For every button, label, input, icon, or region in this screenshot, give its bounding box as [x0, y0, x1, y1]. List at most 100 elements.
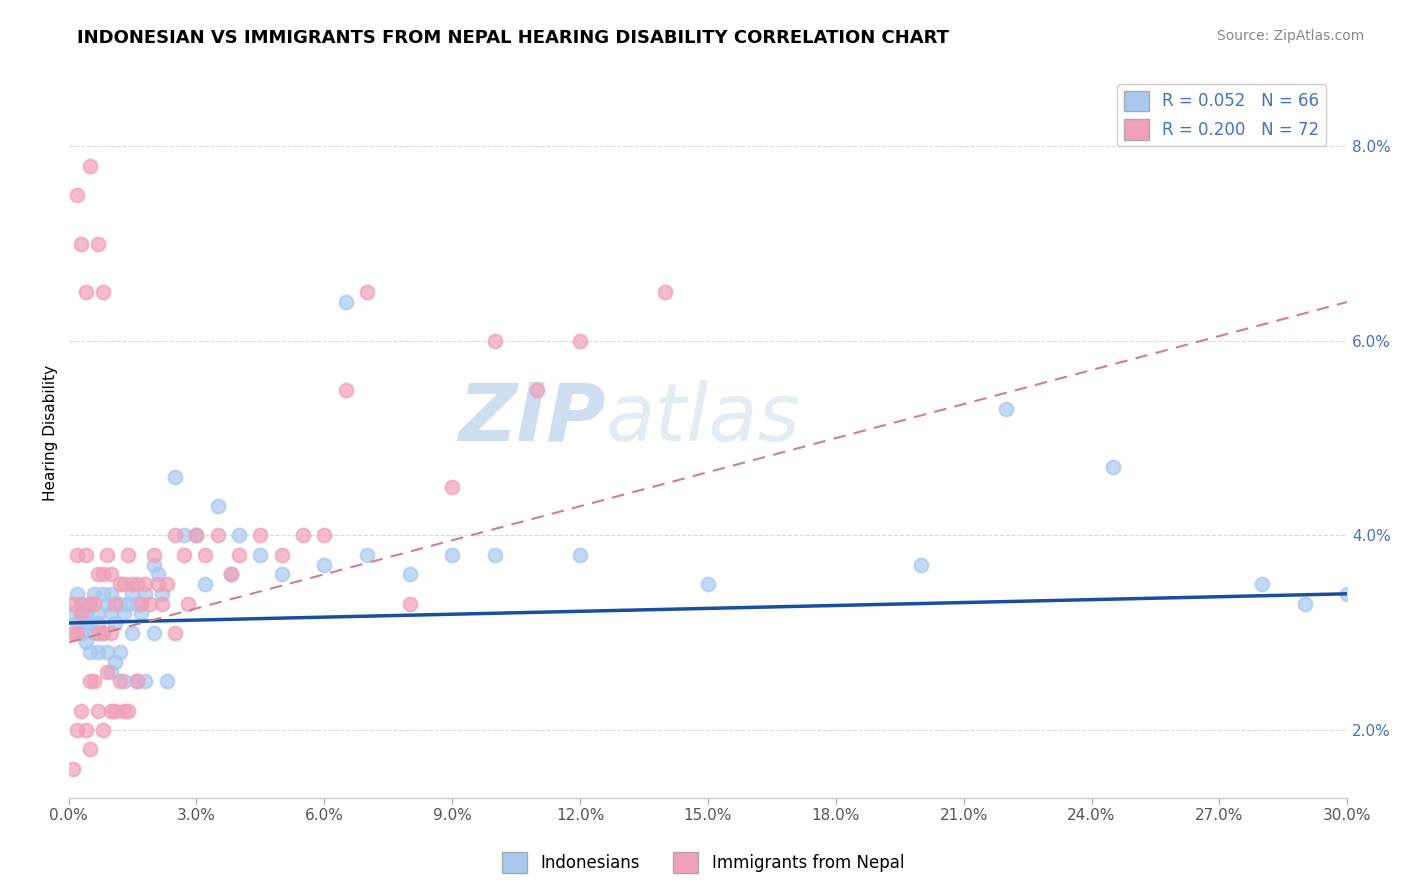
Point — [100, 625, 122, 640]
Point — [75, 723, 97, 737]
Point — [129, 606, 152, 620]
Point — [291, 528, 314, 542]
Point — [134, 577, 156, 591]
Legend: R = 0.052   N = 66, R = 0.200   N = 72: R = 0.052 N = 66, R = 0.200 N = 72 — [1118, 84, 1326, 146]
Point — [87, 606, 110, 620]
Point — [83, 625, 105, 640]
Point — [96, 597, 118, 611]
Point — [83, 674, 105, 689]
Point — [125, 674, 148, 689]
Point — [177, 597, 200, 611]
Point — [104, 615, 127, 630]
Point — [249, 528, 271, 542]
Point — [314, 558, 336, 572]
Point — [100, 704, 122, 718]
Point — [484, 334, 506, 348]
Point — [134, 674, 156, 689]
Point — [117, 704, 139, 718]
Point — [79, 597, 101, 611]
Point — [186, 528, 208, 542]
Point — [66, 548, 89, 562]
Point — [129, 597, 152, 611]
Point — [96, 548, 118, 562]
Point — [87, 645, 110, 659]
Point — [356, 285, 378, 300]
Point — [441, 480, 464, 494]
Point — [100, 606, 122, 620]
Text: ZIP: ZIP — [458, 380, 606, 458]
Point — [146, 567, 169, 582]
Point — [228, 548, 250, 562]
Point — [104, 655, 127, 669]
Point — [117, 597, 139, 611]
Point — [62, 625, 84, 640]
Point — [112, 606, 135, 620]
Point — [398, 597, 420, 611]
Point — [91, 567, 114, 582]
Point — [87, 236, 110, 251]
Point — [441, 548, 464, 562]
Point — [134, 587, 156, 601]
Text: INDONESIAN VS IMMIGRANTS FROM NEPAL HEARING DISABILITY CORRELATION CHART: INDONESIAN VS IMMIGRANTS FROM NEPAL HEAR… — [77, 29, 949, 46]
Point — [125, 597, 148, 611]
Point — [79, 597, 101, 611]
Point — [83, 597, 105, 611]
Point — [569, 548, 592, 562]
Point — [165, 470, 187, 484]
Point — [66, 723, 89, 737]
Point — [356, 548, 378, 562]
Point — [155, 577, 177, 591]
Point — [70, 597, 93, 611]
Point — [79, 159, 101, 173]
Point — [207, 500, 229, 514]
Point — [194, 548, 217, 562]
Point — [75, 548, 97, 562]
Point — [270, 548, 292, 562]
Point — [165, 625, 187, 640]
Point — [70, 606, 93, 620]
Point — [146, 577, 169, 591]
Point — [121, 587, 143, 601]
Text: atlas: atlas — [606, 380, 800, 458]
Point — [696, 577, 718, 591]
Point — [1294, 597, 1316, 611]
Point — [66, 615, 89, 630]
Point — [70, 606, 93, 620]
Point — [270, 567, 292, 582]
Point — [62, 762, 84, 776]
Point — [70, 704, 93, 718]
Point — [165, 528, 187, 542]
Point — [104, 704, 127, 718]
Point — [91, 285, 114, 300]
Point — [70, 236, 93, 251]
Point — [654, 285, 676, 300]
Point — [79, 674, 101, 689]
Point — [100, 567, 122, 582]
Point — [87, 625, 110, 640]
Point — [66, 587, 89, 601]
Point — [91, 625, 114, 640]
Point — [142, 558, 165, 572]
Point — [335, 295, 357, 310]
Point — [66, 625, 89, 640]
Point — [75, 606, 97, 620]
Point — [75, 615, 97, 630]
Point — [91, 723, 114, 737]
Point — [87, 615, 110, 630]
Legend: Indonesians, Immigrants from Nepal: Indonesians, Immigrants from Nepal — [495, 846, 911, 880]
Point — [79, 742, 101, 756]
Point — [484, 548, 506, 562]
Point — [108, 645, 131, 659]
Point — [910, 558, 932, 572]
Point — [138, 597, 160, 611]
Point — [75, 635, 97, 649]
Point — [1336, 587, 1358, 601]
Point — [194, 577, 217, 591]
Point — [96, 665, 118, 679]
Point — [112, 704, 135, 718]
Point — [142, 548, 165, 562]
Point — [150, 597, 173, 611]
Point — [150, 587, 173, 601]
Point — [83, 587, 105, 601]
Point — [62, 606, 84, 620]
